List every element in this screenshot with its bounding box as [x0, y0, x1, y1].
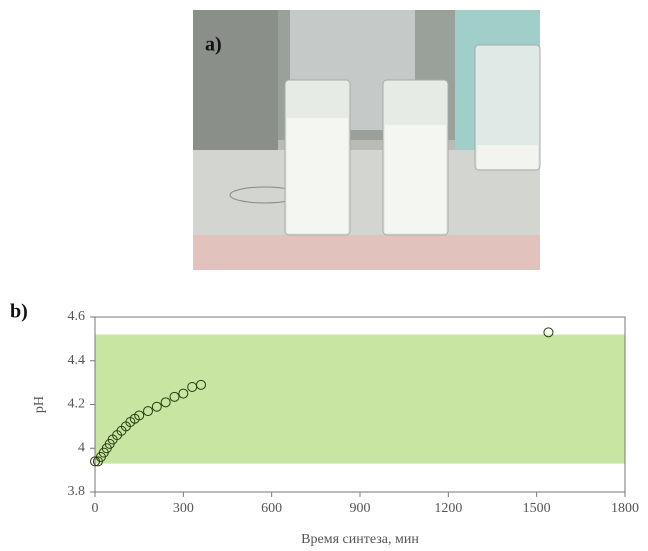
- x-tick-label: 600: [261, 501, 282, 516]
- y-axis-label: pH: [32, 396, 47, 413]
- y-tick-label: 4: [78, 440, 85, 455]
- y-tick-label: 4.4: [68, 353, 86, 368]
- x-tick-label: 900: [350, 501, 371, 516]
- panel-label: a): [205, 34, 222, 56]
- x-tick-label: 1800: [611, 501, 639, 516]
- x-axis-label: Время синтеза, мин: [301, 532, 419, 547]
- data-point: [151, 401, 162, 412]
- data-point: [160, 397, 171, 408]
- photo: a): [193, 10, 541, 270]
- data-point: [169, 391, 180, 402]
- data-point: [134, 410, 145, 421]
- y-tick-label: 4.6: [68, 309, 86, 324]
- y-tick-label: 3.8: [68, 484, 86, 499]
- data-point: [196, 379, 206, 390]
- shaded-band: [95, 334, 625, 464]
- x-tick-label: 300: [173, 501, 194, 516]
- x-tick-label: 1500: [523, 501, 551, 516]
- data-point: [543, 327, 554, 338]
- y-tick-label: 4.2: [68, 397, 86, 412]
- panel-label: b): [10, 301, 28, 323]
- x-tick-label: 1200: [434, 501, 462, 516]
- x-tick-label: 0: [92, 501, 99, 516]
- data-point: [178, 388, 189, 399]
- data-point: [143, 406, 153, 417]
